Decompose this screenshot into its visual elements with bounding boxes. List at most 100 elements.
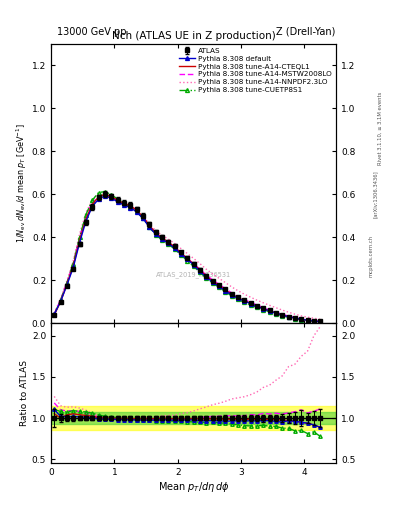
Pythia 8.308 default xyxy=(58,298,63,305)
Pythia 8.308 default xyxy=(134,209,139,215)
Pythia 8.308 tune-CUETP8S1 xyxy=(103,188,107,195)
Pythia 8.308 tune-A14-CTEQL1 xyxy=(160,234,164,241)
Pythia 8.308 default xyxy=(153,231,158,237)
Pythia 8.308 tune-CUETP8S1 xyxy=(210,280,215,286)
Bar xyxy=(51,406,336,431)
Pythia 8.308 tune-A14-MSTW2008LO xyxy=(185,255,189,262)
Pythia 8.308 tune-A14-CTEQL1 xyxy=(96,194,101,200)
Pythia 8.308 tune-A14-CTEQL1 xyxy=(185,255,189,262)
Pythia 8.308 tune-A14-NNPDF2.3LO xyxy=(204,266,209,272)
Pythia 8.308 tune-CUETP8S1 xyxy=(64,280,69,286)
Pythia 8.308 tune-CUETP8S1 xyxy=(141,215,145,221)
Pythia 8.308 tune-A14-MSTW2008LO xyxy=(172,244,177,250)
Pythia 8.308 default xyxy=(242,298,246,304)
Pythia 8.308 tune-A14-NNPDF2.3LO xyxy=(84,209,88,216)
Pythia 8.308 tune-A14-CTEQL1 xyxy=(64,281,69,287)
Pythia 8.308 tune-CUETP8S1 xyxy=(178,252,183,258)
Pythia 8.308 tune-A14-CTEQL1 xyxy=(52,312,57,318)
Pythia 8.308 tune-A14-MSTW2008LO xyxy=(267,307,272,313)
Pythia 8.308 tune-A14-NNPDF2.3LO xyxy=(312,315,316,322)
Pythia 8.308 tune-A14-CTEQL1 xyxy=(115,197,120,203)
Pythia 8.308 tune-A14-CTEQL1 xyxy=(191,261,196,267)
Pythia 8.308 tune-A14-CTEQL1 xyxy=(280,312,285,318)
Pythia 8.308 tune-A14-CTEQL1 xyxy=(229,291,234,297)
Pythia 8.308 default xyxy=(248,301,253,307)
Pythia 8.308 default xyxy=(141,215,145,221)
Pythia 8.308 tune-A14-CTEQL1 xyxy=(210,278,215,284)
Text: ATLAS_2019_I1736531: ATLAS_2019_I1736531 xyxy=(156,271,231,278)
Pythia 8.308 tune-CUETP8S1 xyxy=(299,317,303,323)
Pythia 8.308 tune-A14-NNPDF2.3LO xyxy=(178,245,183,251)
Pythia 8.308 default xyxy=(312,318,316,324)
Pythia 8.308 tune-A14-MSTW2008LO xyxy=(128,204,132,210)
Pythia 8.308 tune-A14-MSTW2008LO xyxy=(274,309,278,315)
Pythia 8.308 tune-A14-MSTW2008LO xyxy=(280,311,285,317)
Pythia 8.308 tune-A14-NNPDF2.3LO xyxy=(71,258,75,264)
Pythia 8.308 tune-CUETP8S1 xyxy=(267,309,272,315)
Pythia 8.308 tune-A14-MSTW2008LO xyxy=(292,314,297,321)
Pythia 8.308 tune-A14-NNPDF2.3LO xyxy=(128,202,132,208)
Pythia 8.308 tune-A14-NNPDF2.3LO xyxy=(153,227,158,233)
Pythia 8.308 tune-CUETP8S1 xyxy=(58,297,63,303)
Pythia 8.308 tune-CUETP8S1 xyxy=(305,317,310,324)
Pythia 8.308 tune-CUETP8S1 xyxy=(84,211,88,218)
Pythia 8.308 tune-A14-CTEQL1 xyxy=(121,200,126,206)
Pythia 8.308 tune-A14-NNPDF2.3LO xyxy=(141,212,145,219)
Pythia 8.308 default xyxy=(103,193,107,199)
Pythia 8.308 tune-A14-NNPDF2.3LO xyxy=(52,310,57,316)
Pythia 8.308 default xyxy=(217,283,221,289)
Pythia 8.308 tune-A14-MSTW2008LO xyxy=(90,200,95,206)
Pythia 8.308 tune-CUETP8S1 xyxy=(185,258,189,264)
Pythia 8.308 tune-A14-NNPDF2.3LO xyxy=(286,309,291,315)
Legend: ATLAS, Pythia 8.308 default, Pythia 8.308 tune-A14-CTEQL1, Pythia 8.308 tune-A14: ATLAS, Pythia 8.308 default, Pythia 8.30… xyxy=(176,45,334,96)
Pythia 8.308 tune-A14-CTEQL1 xyxy=(267,308,272,314)
Pythia 8.308 tune-A14-MSTW2008LO xyxy=(84,212,88,219)
Pythia 8.308 tune-A14-NNPDF2.3LO xyxy=(198,261,202,267)
Pythia 8.308 tune-A14-CTEQL1 xyxy=(147,222,152,228)
Pythia 8.308 tune-A14-MSTW2008LO xyxy=(229,290,234,296)
Pythia 8.308 default xyxy=(178,251,183,257)
Pythia 8.308 tune-A14-NNPDF2.3LO xyxy=(64,278,69,284)
Pythia 8.308 tune-A14-NNPDF2.3LO xyxy=(90,197,95,203)
Pythia 8.308 default xyxy=(109,195,114,201)
Pythia 8.308 tune-A14-CTEQL1 xyxy=(235,294,240,301)
Y-axis label: Ratio to ATLAS: Ratio to ATLAS xyxy=(20,360,29,426)
Pythia 8.308 tune-A14-MSTW2008LO xyxy=(109,195,114,201)
Pythia 8.308 default xyxy=(280,312,285,318)
Text: mcplots.cern.ch: mcplots.cern.ch xyxy=(368,235,373,277)
Pythia 8.308 tune-CUETP8S1 xyxy=(191,263,196,269)
Pythia 8.308 tune-A14-MSTW2008LO xyxy=(134,208,139,214)
Pythia 8.308 tune-CUETP8S1 xyxy=(52,311,57,317)
Pythia 8.308 tune-A14-NNPDF2.3LO xyxy=(96,191,101,197)
Pythia 8.308 default xyxy=(299,316,303,323)
Pythia 8.308 tune-CUETP8S1 xyxy=(292,315,297,322)
Pythia 8.308 tune-A14-NNPDF2.3LO xyxy=(267,302,272,308)
Pythia 8.308 tune-A14-MSTW2008LO xyxy=(305,317,310,323)
Pythia 8.308 tune-A14-NNPDF2.3LO xyxy=(134,207,139,213)
Pythia 8.308 tune-A14-MSTW2008LO xyxy=(286,313,291,319)
Pythia 8.308 tune-CUETP8S1 xyxy=(242,299,246,305)
Pythia 8.308 tune-A14-MSTW2008LO xyxy=(103,191,107,198)
Pythia 8.308 tune-A14-MSTW2008LO xyxy=(204,272,209,278)
Pythia 8.308 tune-CUETP8S1 xyxy=(90,197,95,203)
Pythia 8.308 tune-A14-MSTW2008LO xyxy=(217,281,221,287)
Pythia 8.308 default xyxy=(292,315,297,321)
Pythia 8.308 tune-A14-NNPDF2.3LO xyxy=(172,240,177,246)
Pythia 8.308 default xyxy=(191,262,196,268)
Pythia 8.308 tune-A14-CTEQL1 xyxy=(223,287,228,293)
Pythia 8.308 tune-A14-MSTW2008LO xyxy=(77,234,82,240)
Pythia 8.308 tune-A14-CTEQL1 xyxy=(128,203,132,209)
Pythia 8.308 tune-A14-MSTW2008LO xyxy=(64,280,69,286)
Pythia 8.308 tune-A14-MSTW2008LO xyxy=(115,198,120,204)
Pythia 8.308 tune-CUETP8S1 xyxy=(160,237,164,243)
Pythia 8.308 tune-CUETP8S1 xyxy=(71,261,75,267)
Pythia 8.308 tune-A14-MSTW2008LO xyxy=(52,311,57,317)
Pythia 8.308 tune-A14-CTEQL1 xyxy=(217,283,221,289)
Pythia 8.308 tune-A14-MSTW2008LO xyxy=(248,299,253,305)
Pythia 8.308 tune-CUETP8S1 xyxy=(223,288,228,294)
Pythia 8.308 tune-A14-NNPDF2.3LO xyxy=(255,297,259,303)
Pythia 8.308 tune-A14-NNPDF2.3LO xyxy=(103,191,107,197)
Pythia 8.308 tune-A14-CTEQL1 xyxy=(77,238,82,244)
Pythia 8.308 tune-A14-MSTW2008LO xyxy=(299,315,303,322)
Pythia 8.308 tune-A14-NNPDF2.3LO xyxy=(229,284,234,290)
